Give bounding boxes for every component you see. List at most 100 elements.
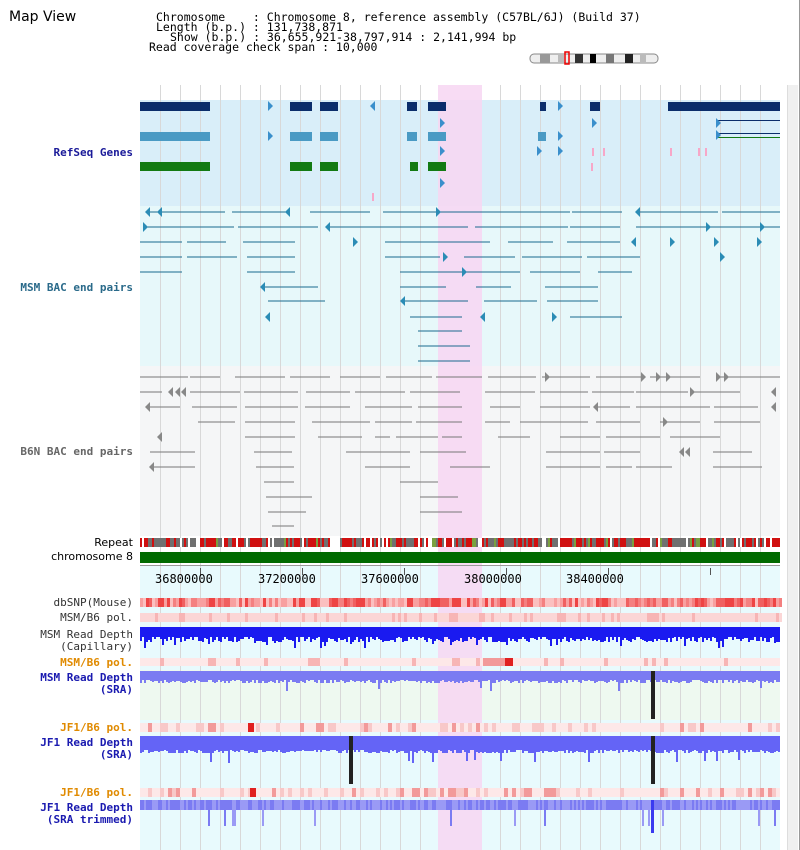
jf1-trim-pol-cell xyxy=(668,788,672,797)
repeat-segment xyxy=(408,538,410,547)
refseq-genes-label[interactable]: RefSeq Genes xyxy=(53,146,133,159)
dbsnp-cell xyxy=(659,598,662,607)
jf1-depth-bar xyxy=(548,736,550,752)
jf1-pol-cell xyxy=(440,723,444,732)
jf1-trim-depth-bar xyxy=(516,800,518,810)
jf1-depth-bar xyxy=(496,736,498,752)
jf1-trim-pol-cell xyxy=(416,788,420,797)
jf1-trim-depth-bar xyxy=(664,800,666,810)
msm-sra-depth-bar xyxy=(602,671,604,681)
repeat-segment xyxy=(222,538,224,547)
jf1-b6-pol-trim-label[interactable]: JF1/B6 pol. xyxy=(60,786,133,799)
msm-sra-depth-bar xyxy=(436,671,438,683)
msm-pol-cell xyxy=(347,613,350,622)
jf1-pol-cell xyxy=(184,723,188,732)
jf1-depth-bar xyxy=(604,736,606,750)
jf1-trim-depth-bar xyxy=(280,800,282,810)
jf1-depth-trim-label[interactable]: JF1 Read Depth (SRA trimmed) xyxy=(40,801,133,826)
jf1-trim-depth-bar xyxy=(270,800,272,810)
msm-cap-depth-bar xyxy=(532,627,534,638)
msm-sra-depth-bar xyxy=(682,671,684,681)
jf1-trim-depth-bar xyxy=(222,800,224,810)
repeat-segment xyxy=(152,538,154,547)
jf1-depth-bar xyxy=(370,736,372,753)
jf1-trim-depth-bar xyxy=(236,800,238,810)
jf1-trim-pol-cell xyxy=(628,788,632,797)
jf1-trim-pol-cell xyxy=(544,788,548,797)
jf1-trim-depth-bar xyxy=(464,800,466,810)
jf1-depth-bar xyxy=(536,736,538,752)
msm-b6-pol-label[interactable]: MSM/B6 pol. xyxy=(60,611,133,624)
repeat-segment xyxy=(446,538,448,547)
vertical-scrollbar[interactable] xyxy=(787,85,798,850)
msm-cap-depth-bar xyxy=(324,627,326,646)
jf1-trim-depth-bar xyxy=(766,800,768,810)
dbsnp-label[interactable]: dbSNP(Mouse) xyxy=(53,596,133,609)
msm-pol-cell xyxy=(536,613,539,622)
msm-pol-cell xyxy=(674,613,677,622)
msm-sra-pol-cell xyxy=(144,658,148,666)
msm-bac-label[interactable]: MSM BAC end pairs xyxy=(20,281,133,294)
msm-pol-cell xyxy=(161,613,164,622)
msm-cap-depth-bar xyxy=(670,627,672,642)
jf1-trim-depth-bar xyxy=(320,800,322,810)
jf1-b6-pol-label[interactable]: JF1/B6 pol. xyxy=(60,721,133,734)
msm-cap-depth-bar xyxy=(686,627,688,639)
msm-depth-sra-label[interactable]: MSM Read Depth (SRA) xyxy=(40,671,133,696)
msm-sra-depth-bar xyxy=(608,671,610,682)
msm-sra-pol-cell xyxy=(288,658,292,666)
repeat-segment xyxy=(310,538,312,547)
jf1-trim-depth-bar xyxy=(486,800,488,810)
repeat-segment xyxy=(620,538,622,547)
jf1-trim-depth-bar xyxy=(422,800,424,810)
msm-sra-depth-bar xyxy=(272,671,274,682)
msm-sra-pol-cell xyxy=(564,658,568,666)
msm-cap-depth-bar xyxy=(238,627,240,641)
msm-depth-capillary-label[interactable]: MSM Read Depth (Capillary) xyxy=(40,628,133,653)
dbsnp-cell xyxy=(734,598,737,607)
length-info: Length (b.p.) : 131,738,871 xyxy=(156,20,343,34)
msm-sra-pol-cell xyxy=(384,658,388,666)
jf1-depth-bar xyxy=(514,736,516,752)
b6n-bac-label[interactable]: B6N BAC end pairs xyxy=(20,445,133,458)
msm-sra-depth-bar xyxy=(238,671,240,680)
jf1-depth-bar xyxy=(500,736,502,761)
repeat-segment xyxy=(652,538,654,547)
jf1-trim-depth-bar xyxy=(376,800,378,810)
repeat-segment xyxy=(322,538,324,547)
jf1-depth-bar xyxy=(736,736,738,752)
msm-b6-pol-sra-label[interactable]: MSM/B6 pol. xyxy=(60,656,133,669)
msm-pol-cell xyxy=(602,613,605,622)
msm-pol-cell xyxy=(227,613,230,622)
jf1-depth-bar xyxy=(568,736,570,753)
chromosome-ideogram[interactable] xyxy=(0,0,800,70)
repeat-segment xyxy=(376,538,378,547)
jf1-trim-pol-cell xyxy=(684,788,688,797)
msm-sra-depth-bar xyxy=(178,671,180,681)
msm-pol-cell xyxy=(140,613,143,622)
jf1-trim-pol-cell xyxy=(240,788,244,797)
jf1-trim-pol-cell xyxy=(656,788,660,797)
dbsnp-cell xyxy=(251,598,254,607)
jf1-trim-pol-cell xyxy=(604,788,608,797)
jf1-trim-depth-bar xyxy=(260,800,262,810)
jf1-trim-pol-cell xyxy=(408,788,412,797)
msm-cap-depth-bar xyxy=(642,627,644,640)
msm-sra-depth-bar xyxy=(626,671,628,683)
msm-cap-depth-bar xyxy=(448,627,450,639)
jf1-depth-label[interactable]: JF1 Read Depth (SRA) xyxy=(40,736,133,761)
dbsnp-cell xyxy=(641,598,644,607)
jf1-trim-depth-bar xyxy=(534,800,536,810)
dbsnp-cell xyxy=(317,598,320,607)
repeat-segment xyxy=(586,538,588,547)
msm-cap-depth-bar xyxy=(718,627,720,648)
jf1-pol-cell xyxy=(220,723,224,732)
msm-sra-depth-bar xyxy=(156,671,158,681)
msm-pol-cell xyxy=(470,613,473,622)
jf1-trim-depth-bar xyxy=(336,800,338,810)
msm-sra-pol-cell xyxy=(664,658,668,666)
